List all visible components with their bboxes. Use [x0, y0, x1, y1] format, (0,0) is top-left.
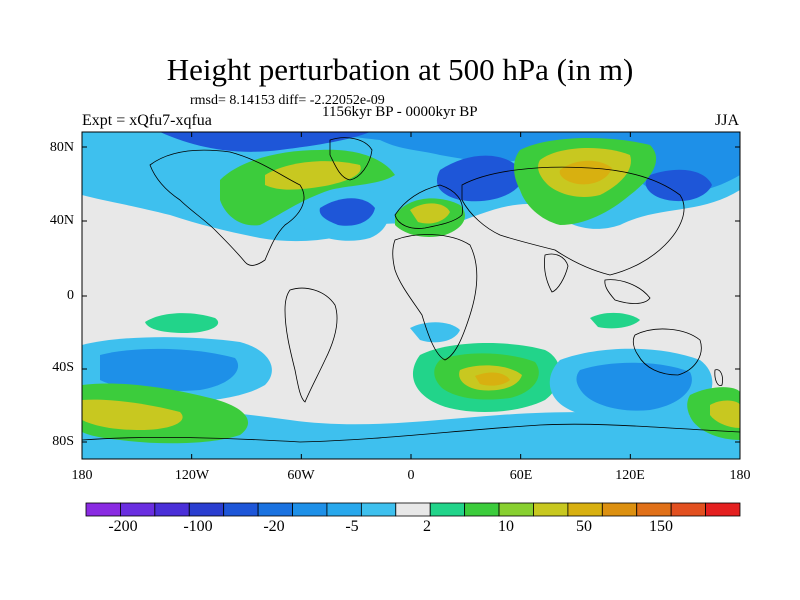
colorbar-swatch [705, 502, 741, 517]
season-label: JJA [715, 112, 740, 129]
contour-siberia-neg [436, 155, 525, 202]
lon-label-60e: 60E [509, 468, 533, 483]
lon-label-120e: 120E [615, 468, 645, 483]
contour-africa-neg [410, 322, 460, 343]
colorbar-label-2: 2 [423, 518, 431, 535]
contour-south-indian-mid [576, 362, 692, 411]
coastline-australia [632, 328, 702, 376]
coastline-asia [461, 166, 685, 276]
colorbar-swatch [464, 502, 500, 517]
contour-eq-pacific-pos [145, 313, 219, 333]
contour-indian-pos [590, 312, 640, 329]
contour-asia-peak [559, 160, 612, 185]
lat-label-40n: 40N [49, 213, 74, 228]
coastline-india [544, 253, 569, 293]
coastline-new-zealand [714, 369, 723, 387]
colorbar-label-50: 50 [576, 518, 592, 535]
colorbar-swatch [670, 502, 706, 517]
lon-label-180w: 180 [71, 468, 93, 483]
coastline-southeast-asia [604, 279, 651, 304]
colorbar-swatch [429, 502, 466, 517]
coastlines [82, 137, 740, 443]
colorbar-swatch [188, 502, 225, 517]
coastline-africa [392, 234, 478, 361]
colorbar-swatch [223, 502, 259, 517]
colorbar-swatch [154, 502, 190, 517]
colorbar-swatch [257, 502, 293, 517]
colorbar-swatch [601, 502, 638, 517]
contour-south-pacific-strong-neg [100, 348, 239, 392]
colorbar [85, 502, 741, 517]
coastline-europe [394, 184, 463, 229]
rmsd-diff-stats: rmsd= 8.14153 diff= -2.22052e-09 [190, 93, 385, 108]
time-period-label: 1156kyr BP - 0000kyr BP [322, 104, 478, 120]
colorbar-swatch [120, 502, 156, 517]
colorbar-label-neg20: -20 [263, 518, 285, 535]
coastline-antarctica [82, 423, 740, 443]
contour-south-atlantic-peak [475, 372, 510, 386]
colorbar-label-10: 10 [498, 518, 514, 535]
chart-title: Height perturbation at 500 hPa (in m) [166, 52, 634, 87]
contour-southeast-strong-pos [710, 400, 740, 428]
colorbar-swatch [636, 502, 672, 517]
axis-ticks [81, 132, 741, 459]
coastline-north-america [149, 149, 305, 266]
colorbar-swatch [533, 502, 569, 517]
colorbar-label-neg200: -200 [108, 518, 138, 535]
colorbar-swatch [498, 502, 534, 517]
contour-europe-strong-pos [410, 203, 450, 224]
lon-label-60w: 60W [287, 468, 315, 483]
colorbar-swatch [567, 502, 603, 517]
lat-label-40s: 40S [52, 360, 74, 375]
colorbar-swatch [85, 502, 121, 517]
colorbar-label-neg100: -100 [183, 518, 213, 535]
lon-label-0: 0 [407, 468, 415, 483]
contour-atlantic-strong-neg [319, 198, 375, 226]
contour-southwest-strong-pos [82, 399, 183, 430]
colorbar-label-150: 150 [649, 518, 673, 535]
experiment-label: Expt = xQfu7-xqfua [82, 112, 212, 129]
lon-label-120w: 120W [174, 468, 210, 483]
contour-field [82, 132, 740, 459]
colorbar-swatch [292, 502, 328, 517]
coastline-greenland [329, 137, 373, 181]
colorbar-swatch [326, 502, 362, 517]
colorbar-label-neg5: -5 [345, 518, 359, 535]
lon-label-180e: 180 [729, 468, 751, 483]
contour-pacific-neg [645, 169, 712, 202]
lat-label-80n: 80N [49, 140, 74, 155]
coastline-south-america [284, 287, 338, 403]
contour-arctic-strong-neg [160, 132, 370, 152]
lat-label-80s: 80S [52, 434, 74, 449]
colorbar-swatch [395, 502, 431, 517]
colorbar-swatch [360, 502, 397, 517]
lat-label-0: 0 [67, 288, 74, 303]
